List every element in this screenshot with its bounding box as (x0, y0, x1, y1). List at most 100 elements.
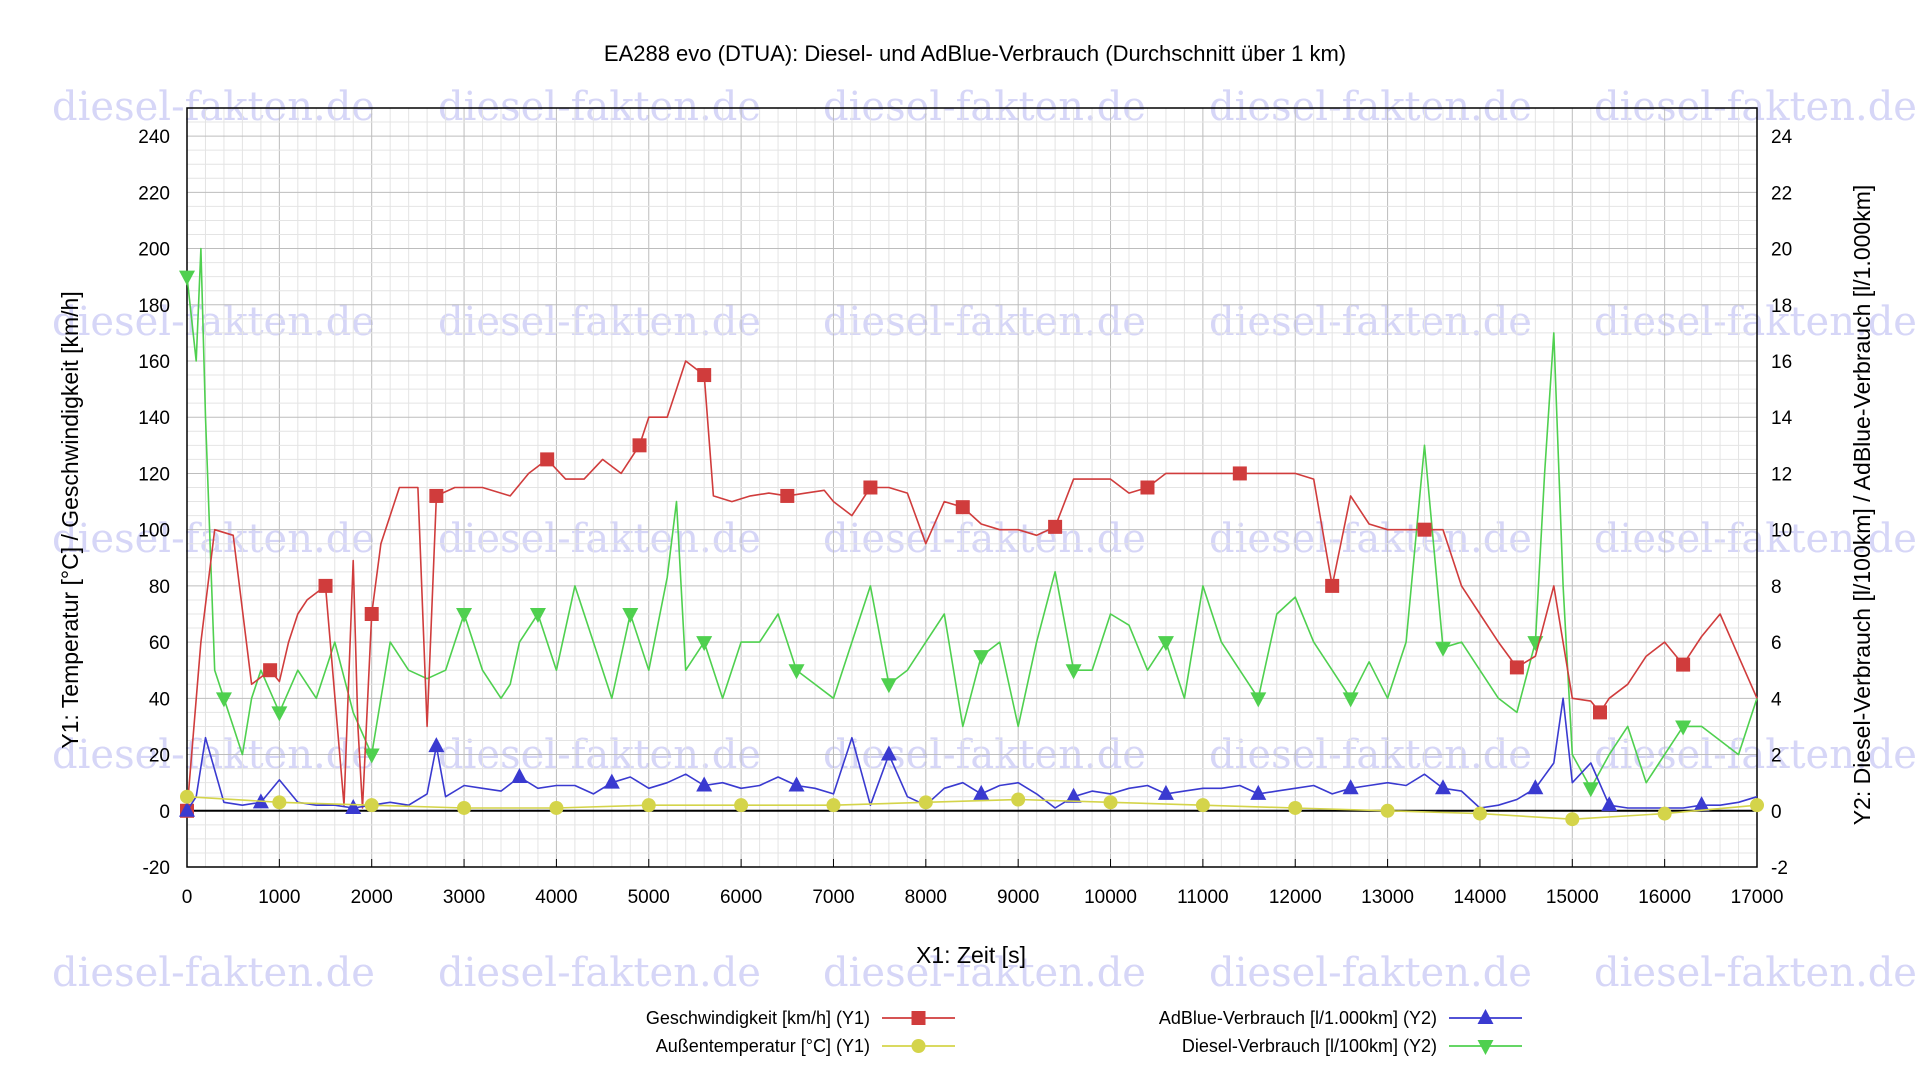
data-point-adblue (880, 745, 897, 761)
data-point-speed (1325, 578, 1340, 593)
x-tick-label: 12000 (1269, 887, 1322, 908)
legend-label: AdBlue-Verbrauch [l/1.000km] (Y2) (1159, 1008, 1437, 1028)
y-right-tick-label: 10 (1771, 521, 1792, 542)
legend-marker (911, 1039, 926, 1053)
data-point-diesel (363, 748, 380, 764)
data-point-speed (263, 663, 278, 678)
x-tick-label: 3000 (443, 887, 485, 908)
series-line-temperature (186, 795, 1758, 821)
legend-marker (1477, 1040, 1494, 1055)
watermark-text: diesel-fakten.de (823, 950, 1146, 996)
data-point-adblue (1601, 796, 1618, 812)
data-point-adblue (511, 768, 528, 784)
data-point-diesel (1157, 636, 1174, 652)
x-tick-label: 13000 (1361, 887, 1414, 908)
data-point-adblue (179, 801, 195, 817)
y-right-tick-label: -2 (1771, 858, 1788, 879)
x-tick-label: 11000 (1177, 887, 1228, 908)
legend: Geschwindigkeit [km/h] (Y1) AdBlue-Verbra… (646, 1008, 1522, 1056)
legend-label: Diesel-Verbrauch [l/100km] (Y2) (1182, 1036, 1437, 1056)
x-tick-label: 9000 (997, 887, 1039, 908)
legend-label: Außentemperatur [°C] (Y1) (656, 1036, 870, 1056)
data-point-diesel (1582, 782, 1599, 798)
data-point-temperature (1103, 795, 1118, 810)
legend-marker (911, 1011, 926, 1025)
data-point-adblue (1527, 779, 1544, 795)
data-point-temperature (1565, 812, 1580, 827)
data-point-temperature (1750, 798, 1764, 813)
x-tick-label: 7000 (812, 887, 854, 908)
y-left-tick-label: 140 (138, 408, 170, 429)
data-point-speed (1593, 705, 1607, 720)
data-point-speed (863, 480, 878, 495)
data-point-temperature (364, 798, 379, 813)
data-point-diesel (1342, 692, 1359, 708)
data-point-temperature (1380, 803, 1395, 818)
x-tick-label: 4000 (535, 887, 577, 908)
data-point-diesel (973, 650, 990, 666)
plot-frame (186, 107, 1758, 868)
x-tick-label: 14000 (1454, 887, 1507, 908)
data-point-temperature (1472, 806, 1487, 821)
data-point-temperature (641, 798, 656, 813)
y-right-tick-label: 18 (1771, 296, 1792, 317)
y-left-tick-label: 120 (138, 464, 170, 485)
legend-marker (1477, 1009, 1494, 1024)
y-right-tick-label: 24 (1771, 127, 1793, 148)
x-tick-label: 0 (182, 887, 193, 908)
data-point-diesel (788, 664, 805, 680)
data-point-diesel (179, 270, 195, 286)
chart-title: EA288 evo (DTUA): Diesel- und AdBlue-Ver… (604, 41, 1346, 66)
y-left-tick-label: 80 (149, 577, 170, 598)
y-right-tick-label: 22 (1771, 183, 1792, 204)
data-point-temperature (1657, 806, 1672, 821)
grid-layer (186, 107, 1758, 868)
y-left-tick-label: -20 (143, 858, 170, 879)
series-line-speed (186, 360, 1758, 811)
data-point-diesel (456, 608, 473, 623)
y-right-tick-label: 16 (1771, 352, 1792, 373)
x-tick-label: 5000 (628, 887, 670, 908)
y-right-tick-label: 14 (1771, 408, 1793, 429)
y-left-tick-label: 200 (138, 240, 170, 261)
data-point-temperature (1195, 798, 1210, 813)
data-point-temperature (918, 795, 933, 810)
watermark-text: diesel-fakten.de (438, 299, 761, 345)
data-point-diesel (1250, 692, 1267, 708)
y-left-tick-label: 100 (138, 521, 170, 542)
tick-layer: 0 1000 2000 3000 4000 5000 6000 7000 8000 9000 100… (138, 127, 1792, 908)
x-tick-label: 17000 (1731, 887, 1784, 908)
y-right-tick-label: 20 (1771, 240, 1792, 261)
data-point-speed (1676, 657, 1691, 672)
y-left-tick-label: 220 (138, 183, 170, 204)
watermark-text: diesel-fakten.de (52, 299, 375, 345)
series-layer (179, 247, 1764, 827)
data-point-diesel (215, 692, 232, 708)
watermark-text: diesel-fakten.de (1209, 950, 1532, 996)
data-point-adblue (973, 784, 990, 800)
data-point-speed (540, 452, 555, 467)
y-left-tick-label: 40 (149, 689, 170, 710)
data-point-adblue (603, 773, 620, 789)
watermark-text: diesel-fakten.de (1209, 299, 1532, 345)
x-tick-label: 15000 (1546, 887, 1599, 908)
y-right-tick-label: 12 (1771, 464, 1792, 485)
y-left-tick-label: 180 (138, 296, 170, 317)
x-axis-label: X1: Zeit [s] (916, 942, 1026, 968)
data-point-diesel (529, 608, 546, 623)
data-point-adblue (1157, 784, 1174, 800)
data-point-speed (780, 488, 795, 503)
data-point-adblue (1250, 784, 1267, 800)
data-point-adblue (788, 776, 805, 792)
y-right-tick-label: 6 (1771, 633, 1782, 654)
data-point-speed (364, 607, 379, 621)
data-point-temperature (1011, 792, 1026, 807)
data-point-diesel (696, 636, 713, 652)
x-tick-label: 1000 (258, 887, 300, 908)
data-point-adblue (1065, 787, 1082, 803)
data-point-temperature (549, 800, 564, 815)
series-line-adblue (186, 697, 1758, 812)
y-right-tick-label: 8 (1771, 577, 1782, 598)
